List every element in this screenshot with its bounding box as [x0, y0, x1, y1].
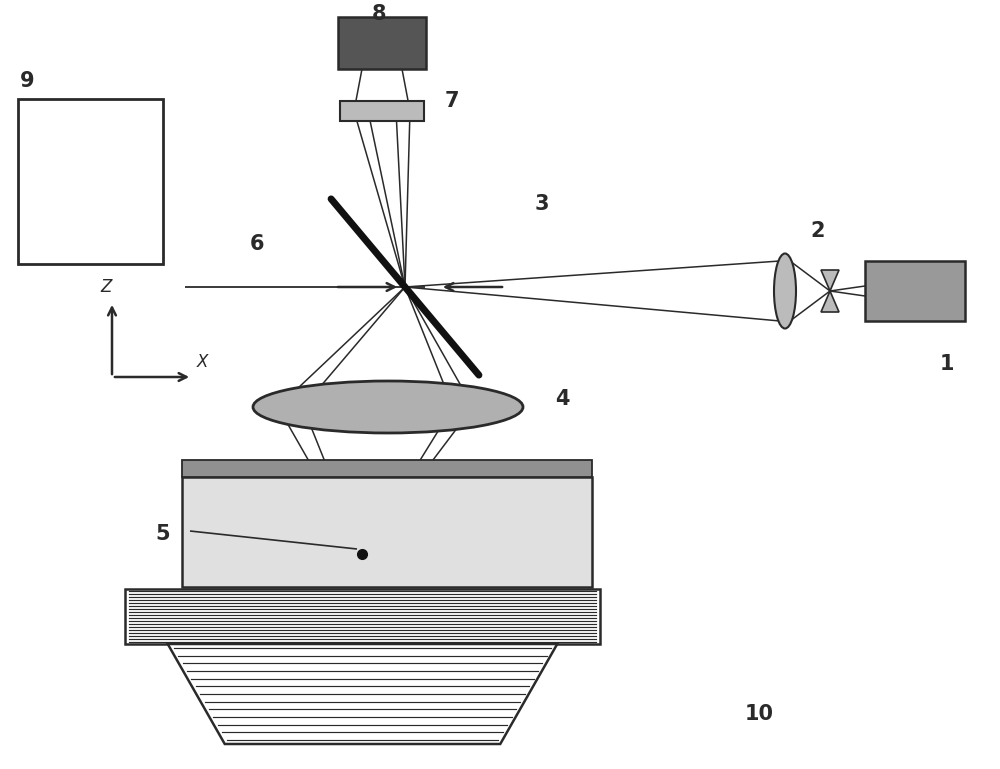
- Text: X: X: [197, 353, 208, 371]
- Polygon shape: [821, 270, 839, 291]
- Text: 5: 5: [155, 524, 170, 544]
- Polygon shape: [168, 644, 557, 744]
- Bar: [338, 17, 426, 69]
- Text: 2: 2: [810, 221, 824, 241]
- Text: 4: 4: [555, 389, 570, 409]
- Bar: [340, 101, 424, 121]
- Text: 6: 6: [250, 234, 264, 254]
- Polygon shape: [821, 291, 839, 312]
- Text: Z: Z: [100, 278, 111, 296]
- Text: 9: 9: [20, 71, 35, 91]
- Bar: [865, 261, 965, 321]
- Ellipse shape: [774, 254, 796, 328]
- Bar: [182, 460, 592, 477]
- Text: 1: 1: [940, 354, 954, 374]
- Bar: [182, 477, 592, 587]
- Bar: [125, 589, 600, 644]
- Text: 8: 8: [372, 4, 386, 24]
- Bar: [18, 99, 163, 264]
- Text: 10: 10: [745, 704, 774, 724]
- Text: 7: 7: [445, 91, 460, 111]
- Ellipse shape: [253, 381, 523, 433]
- Text: 3: 3: [535, 194, 550, 214]
